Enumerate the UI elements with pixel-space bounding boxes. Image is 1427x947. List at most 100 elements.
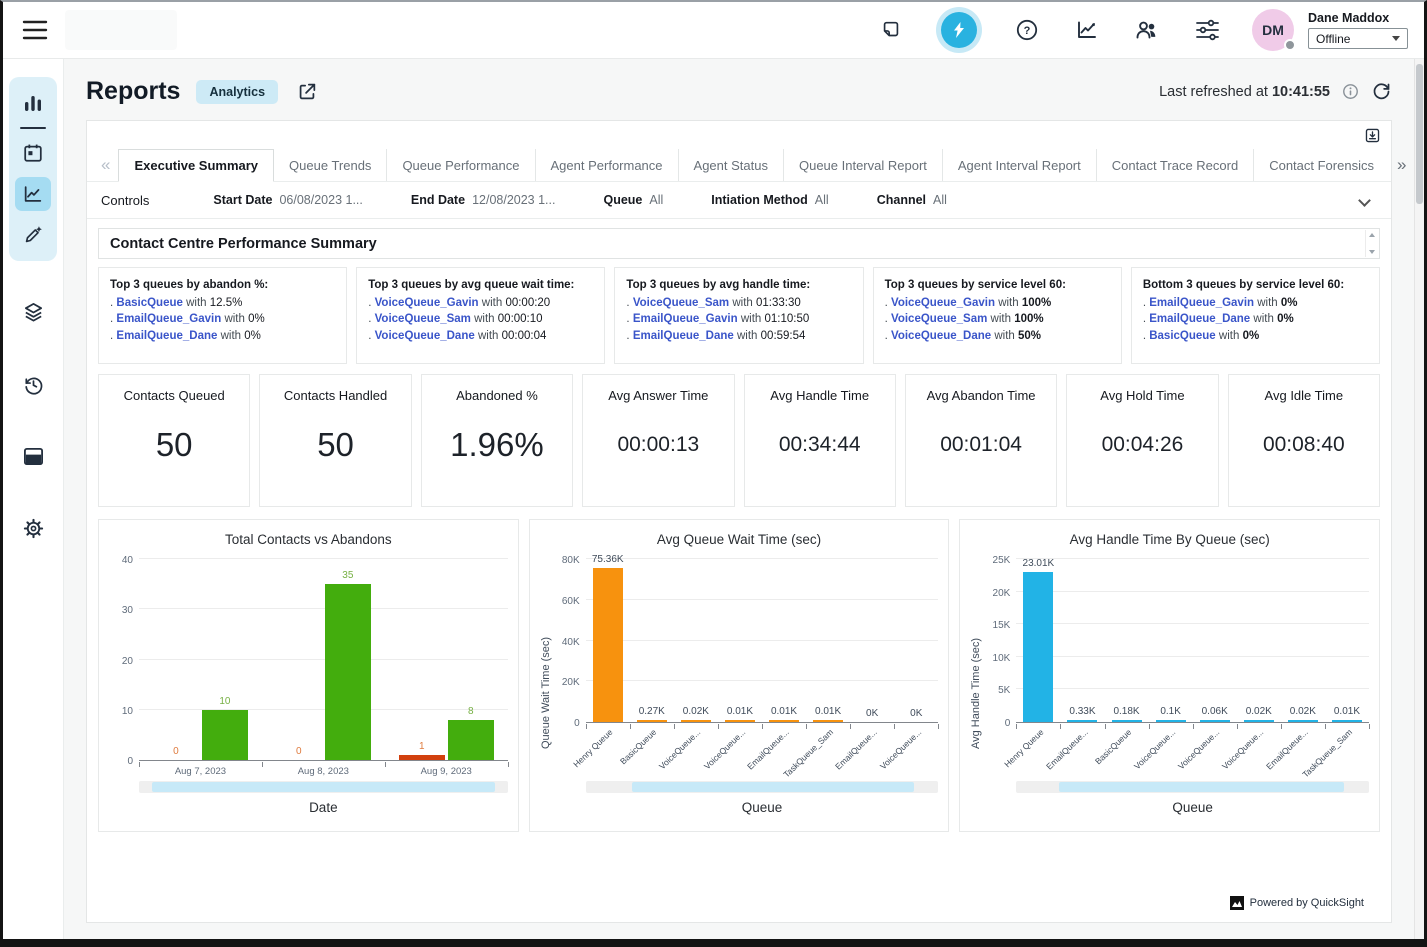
contacts-button[interactable] [1132,15,1162,45]
bar-abandons[interactable] [399,755,445,760]
insight-item: . VoiceQueue_Gavin with 00:00:20 [368,295,593,312]
sidebar-divider [20,127,46,129]
bar-data-label: 1 [419,741,425,752]
queue-name: VoiceQueue_Dane [891,330,991,342]
insight-value: 100% [1014,313,1043,325]
chart-scrollbar[interactable] [1016,781,1369,793]
x-axis-title: Date [139,795,508,818]
filter-queue[interactable]: Queue All [603,193,663,207]
bar-avg-handle-time[interactable] [1112,720,1142,722]
chart-scrollbar[interactable] [586,781,939,793]
help-button[interactable]: ? [1012,15,1042,45]
insight-value: 0% [1243,330,1260,342]
quicksight-logo-icon [1230,896,1244,910]
insight-value: 100% [1022,297,1051,309]
bar-avg-handle-time[interactable] [1067,720,1097,722]
download-button[interactable] [1364,127,1381,144]
window-scrollbar[interactable] [1414,59,1424,939]
bar-contacts[interactable] [325,584,371,760]
powered-by-quicksight-link[interactable]: Powered by QuickSight [1230,896,1364,910]
preferences-button[interactable] [1192,15,1222,45]
external-link-icon [296,81,318,103]
open-external-button[interactable] [296,81,318,103]
tab-agent-interval-report[interactable]: Agent Interval Report [942,149,1096,181]
help-icon: ? [1015,18,1039,42]
tab-queue-performance[interactable]: Queue Performance [386,149,534,181]
kpi-value: 00:08:40 [1263,433,1345,457]
tab-queue-interval-report[interactable]: Queue Interval Report [783,149,942,181]
tabs-scroll-left-icon[interactable]: « [93,155,118,175]
bar-queue-wait-time[interactable] [769,720,799,722]
notes-button[interactable] [876,15,906,45]
tabs-scroll-right-icon[interactable]: » [1389,155,1414,175]
filter-label: Intiation Method [711,193,808,207]
sidebar-item-calendar[interactable] [15,136,51,170]
insight-title: Top 3 queues by service level 60: [885,277,1110,294]
hamburger-menu-icon[interactable] [19,14,51,46]
x-axis-label: Henry Queue [571,727,614,769]
chart-scrollbar-thumb[interactable] [632,782,914,792]
window-scrollbar-thumb[interactable] [1416,64,1423,204]
refresh-icon [1371,81,1392,102]
sidebar-item-metrics[interactable] [15,86,51,120]
bar-avg-handle-time[interactable] [1023,572,1053,722]
controls-label: Controls [101,193,149,208]
filter-channel[interactable]: Channel All [877,193,947,207]
sheet-scrollbar[interactable] [1365,230,1378,257]
download-icon [1364,127,1381,144]
filter-initiation-method[interactable]: Intiation Method All [711,193,828,207]
sidebar-item-customize[interactable] [15,218,51,252]
bar-avg-handle-time[interactable] [1244,720,1274,722]
sidebar-item-history[interactable] [15,367,51,401]
x-axis-label: Aug 8, 2023 [298,766,349,777]
queue-name: VoiceQueue_Dane [375,330,475,342]
sidebar-item-settings[interactable] [15,511,51,545]
bar-queue-wait-time[interactable] [637,720,667,722]
bar-avg-handle-time[interactable] [1156,720,1186,722]
customize-icon [22,224,44,246]
tab-agent-status[interactable]: Agent Status [678,149,783,181]
bar-queue-wait-time[interactable] [681,720,711,722]
chart-scrollbar-thumb[interactable] [152,782,495,792]
bar-contacts[interactable] [448,720,494,760]
insight-value: 00:00:20 [505,297,550,309]
bar-data-label: 23.01K [1023,558,1055,569]
insight-title: Top 3 queues by abandon %: [110,277,335,294]
tab-queue-trends[interactable]: Queue Trends [274,149,386,181]
sheet-title: Contact Centre Performance Summary [110,236,377,252]
bar-contacts[interactable] [202,710,248,760]
bar-data-label: 0K [910,708,922,719]
filter-start-date[interactable]: Start Date 06/08/2023 1... [213,193,362,207]
plot-area: 75.36K0.27K0.02K0.01K0.01K0.01K0K0K [586,559,939,723]
sidebar-item-analytics[interactable] [15,177,51,211]
user-name: Dane Maddox [1308,11,1408,25]
tab-contact-trace-record[interactable]: Contact Trace Record [1096,149,1253,181]
controls-collapse-button[interactable] [1352,192,1377,209]
filter-value: 06/08/2023 1... [279,193,362,207]
bar-queue-wait-time[interactable] [725,720,755,722]
chart-scrollbar-thumb[interactable] [1059,782,1345,792]
bar-queue-wait-time[interactable] [593,568,623,722]
metrics-button[interactable] [1072,15,1102,45]
tab-agent-performance[interactable]: Agent Performance [535,149,678,181]
refresh-button[interactable] [1371,81,1392,102]
insight-value: 50% [1018,330,1041,342]
kpi-avg-handle-time: Avg Handle Time00:34:44 [744,374,896,507]
insights-button[interactable] [936,7,982,53]
sidebar-item-layers[interactable] [15,295,51,329]
chart-scrollbar[interactable] [139,781,508,793]
insight-card-bottom-service-level: Bottom 3 queues by service level 60: . E… [1131,267,1380,364]
report-tabs: « Executive Summary Queue Trends Queue P… [87,149,1391,182]
bar-avg-handle-time[interactable] [1332,720,1362,722]
info-button[interactable] [1342,83,1359,100]
bar-avg-handle-time[interactable] [1288,720,1318,722]
bar-queue-wait-time[interactable] [813,720,843,722]
sidebar-item-window[interactable] [15,439,51,473]
bar-data-label: 0.02K [1290,706,1316,717]
tab-executive-summary[interactable]: Executive Summary [118,149,274,182]
bar-avg-handle-time[interactable] [1200,720,1230,722]
status-select[interactable]: Offline [1308,28,1408,49]
report-panel: « Executive Summary Queue Trends Queue P… [86,120,1392,923]
filter-end-date[interactable]: End Date 12/08/2023 1... [411,193,556,207]
tab-contact-forensics[interactable]: Contact Forensics [1253,149,1389,181]
